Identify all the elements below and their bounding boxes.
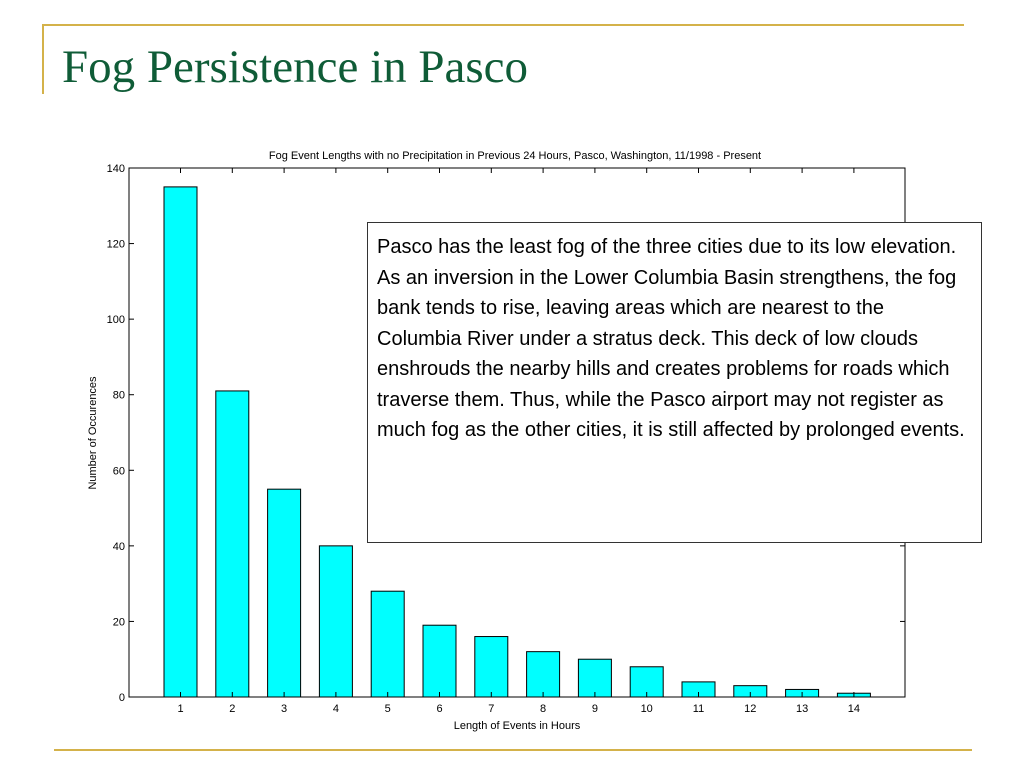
frame-line-top (42, 24, 964, 26)
x-tick-label: 4 (333, 703, 339, 715)
y-tick-label: 60 (113, 465, 125, 477)
bar-1 (163, 186, 198, 698)
x-tick-label: 7 (488, 703, 494, 715)
bar-7 (474, 636, 509, 698)
x-tick-label: 10 (641, 703, 653, 715)
frame-line-bottom (54, 749, 972, 751)
x-tick-label: 9 (592, 703, 598, 715)
x-tick-label: 1 (177, 703, 183, 715)
bar-4 (318, 545, 353, 698)
y-tick-label: 0 (119, 692, 125, 704)
bar-2 (215, 390, 250, 698)
y-tick-label: 120 (107, 239, 125, 251)
x-tick-label: 5 (385, 703, 391, 715)
x-tick-label: 6 (436, 703, 442, 715)
y-tick-label: 140 (107, 163, 125, 175)
annotation-text-box: Pasco has the least fog of the three cit… (367, 222, 982, 543)
bar-10 (629, 666, 664, 698)
x-ticks-group: 1 2 3 4 5 6 7 8 9 10 11 12 13 14 (177, 168, 860, 715)
y-tick-label: 20 (113, 616, 125, 628)
x-tick-label: 8 (540, 703, 546, 715)
x-tick-label: 11 (693, 703, 704, 715)
y-tick-label: 100 (107, 314, 125, 326)
slide-title: Fog Persistence in Pasco (62, 41, 529, 93)
x-tick-label: 3 (281, 703, 287, 715)
x-tick-label: 2 (229, 703, 235, 715)
x-tick-label: 14 (848, 703, 860, 715)
y-tick-label: 80 (113, 390, 125, 402)
frame-line-left (42, 24, 44, 94)
bar-3 (267, 488, 302, 698)
bar-8 (526, 651, 561, 698)
x-tick-label: 12 (744, 703, 756, 715)
bar-9 (577, 658, 612, 698)
y-tick-label: 40 (113, 541, 125, 553)
bar-6 (422, 624, 457, 698)
x-tick-label: 13 (796, 703, 808, 715)
y-ticks-group: 0 20 40 60 80 100 120 140 (107, 163, 905, 704)
y-axis-label: Number of Occurences (87, 376, 99, 490)
bar-5 (370, 590, 405, 698)
chart-title: Fog Event Lengths with no Precipitation … (269, 150, 761, 162)
x-axis-label: Length of Events in Hours (454, 720, 581, 732)
